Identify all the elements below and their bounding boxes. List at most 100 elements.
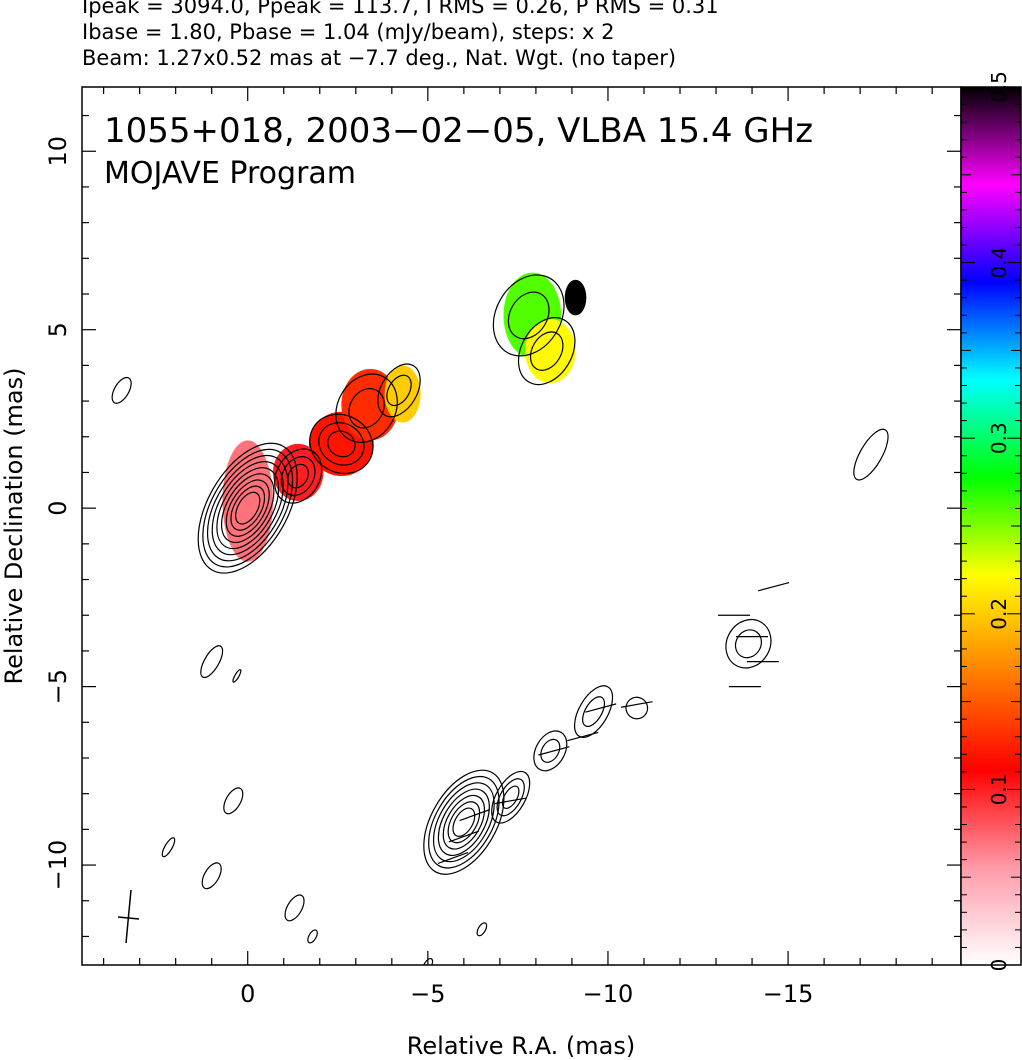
- contour-line: [533, 730, 568, 772]
- y-tick-label: 10: [44, 136, 72, 167]
- evpa-tick: [758, 581, 790, 592]
- contour-line: [437, 788, 490, 856]
- contour-line: [507, 291, 550, 340]
- contour-line: [377, 363, 421, 418]
- contour-group: [533, 730, 568, 772]
- contour-line: [287, 463, 309, 489]
- contour-group: [625, 696, 649, 720]
- contour-line: [202, 448, 294, 568]
- colorbar: 0 0.1 0.2 0.3 0.4 0.5: [960, 71, 1022, 972]
- contour-line: [284, 894, 305, 922]
- evpa-tick: [494, 797, 527, 805]
- contour-group: [201, 862, 222, 890]
- header-line-3: Beam: 1.27x0.52 mas at −7.7 deg., Nat. W…: [82, 46, 677, 70]
- evpa-tick: [567, 731, 599, 742]
- chart-title: 1055+018, 2003−02−05, VLBA 15.4 GHz: [104, 111, 813, 151]
- contour-line: [161, 837, 176, 858]
- contour-line: [335, 373, 398, 443]
- colorbar-tick-label: 0: [987, 959, 1011, 972]
- contour-line: [318, 422, 365, 466]
- contour-group: [111, 376, 132, 404]
- contour-line: [223, 787, 244, 815]
- header-line-2: Ibase = 1.80, Pbase = 1.04 (mJy/beam), s…: [82, 20, 615, 44]
- colorbar-tick-label: 0.4: [987, 247, 1011, 279]
- contour-group: [377, 363, 421, 418]
- beam-cross: [117, 889, 140, 944]
- contour-group: [284, 894, 305, 922]
- contour-line: [309, 413, 374, 475]
- contour-line: [853, 428, 889, 481]
- x-tick-label: −15: [763, 980, 814, 1008]
- contour-line: [432, 782, 495, 863]
- contour-line: [230, 485, 266, 531]
- contour-line: [492, 274, 565, 357]
- contour-line: [111, 376, 132, 404]
- evpa-vectors: [437, 581, 790, 864]
- contour-line: [625, 696, 649, 720]
- colorbar-tick-label: 0.3: [987, 422, 1011, 454]
- contour-group: [161, 837, 176, 858]
- contour-line: [582, 696, 606, 728]
- contour-line: [442, 794, 486, 850]
- x-tick-label: −5: [410, 980, 445, 1008]
- fractional-polarization-image: [222, 272, 587, 562]
- contour-group: [491, 770, 531, 824]
- contour-line: [307, 929, 318, 944]
- contour-line: [447, 801, 481, 844]
- contour-line: [348, 388, 385, 429]
- evpa-tick: [459, 809, 490, 822]
- contour-group: [335, 373, 398, 443]
- contour-line: [200, 645, 224, 679]
- contour-line: [216, 467, 280, 550]
- contour-line: [573, 685, 614, 738]
- contour-line: [235, 491, 261, 525]
- y-tick-label: 5: [44, 322, 72, 337]
- x-axis: 0 −5 −10 −15: [103, 87, 933, 1008]
- x-tick-label: −10: [583, 980, 634, 1008]
- fracpol-region: [272, 443, 324, 502]
- contour-line: [517, 317, 576, 386]
- contour-line: [734, 629, 762, 659]
- contour-group: [422, 957, 434, 965]
- y-axis-label: Relative Declination (mas): [0, 367, 28, 684]
- x-axis-label: Relative R.A. (mas): [407, 1032, 635, 1060]
- header-line-1: Ipeak = 3094.0, Ppeak = 113.7, I RMS = 0…: [82, 0, 719, 18]
- contour-group: [573, 685, 614, 738]
- contour-line: [452, 807, 476, 837]
- contour-line: [327, 430, 356, 458]
- x-tick-label: 0: [240, 980, 255, 1008]
- fracpol-region: [222, 440, 273, 562]
- contour-map: [111, 274, 889, 965]
- contour-line: [476, 922, 488, 937]
- colorbar-tick-label: 0.2: [987, 598, 1011, 630]
- contour-line: [529, 331, 564, 371]
- contour-line: [225, 479, 270, 537]
- evpa-tick: [437, 851, 469, 864]
- contour-line: [725, 618, 772, 669]
- contour-group: [853, 428, 889, 481]
- contour-group: [200, 645, 224, 679]
- y-tick-label: −5: [44, 669, 72, 704]
- contour-group: [476, 922, 488, 937]
- contour-group: [309, 413, 374, 475]
- contour-group: [197, 442, 298, 574]
- contour-line: [206, 454, 289, 562]
- contour-group: [423, 769, 505, 875]
- contour-line: [280, 456, 316, 496]
- colorbar-tick-label: 0.1: [987, 773, 1011, 805]
- contour-group: [307, 929, 318, 944]
- contour-line: [220, 473, 275, 544]
- contour-line: [540, 738, 561, 763]
- evpa-tick: [538, 746, 570, 756]
- contour-line: [422, 957, 434, 965]
- y-tick-label: −10: [44, 840, 72, 891]
- y-axis: −10 −5 0 5 10: [44, 114, 961, 938]
- contour-line: [197, 442, 298, 574]
- contour-group: [725, 618, 772, 669]
- evpa-tick: [585, 703, 617, 713]
- y-tick-label: 0: [44, 501, 72, 516]
- contour-line: [428, 775, 500, 869]
- contour-line: [423, 769, 505, 875]
- contour-line: [491, 770, 531, 824]
